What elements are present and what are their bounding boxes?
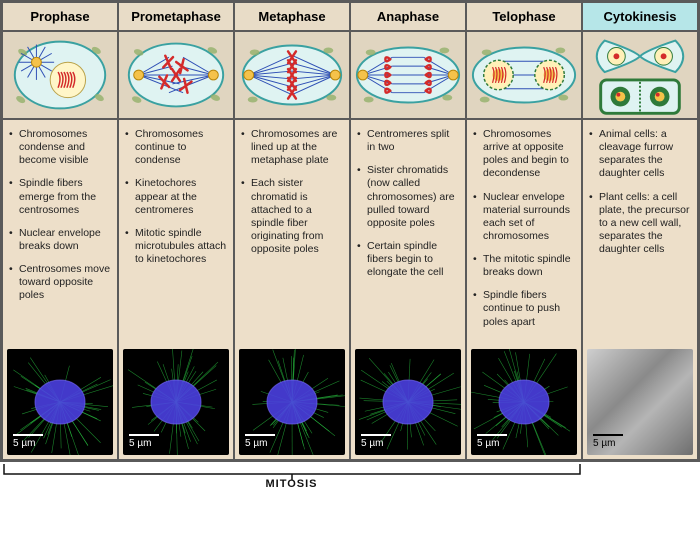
phase-desc-anaphase: Centromeres split in two Sister chromatid… xyxy=(351,120,467,345)
phase-bullet: Sister chromatids (now called chromosome… xyxy=(357,164,459,230)
phase-bullet: Nuclear envelope material surrounds each… xyxy=(473,191,575,244)
phase-bullet: Chromosomes are lined up at the metaphas… xyxy=(241,128,343,167)
phase-micrograph-prometaphase: 5 µm xyxy=(119,345,235,459)
mitosis-label: MITOSIS xyxy=(0,478,583,490)
phase-bullet: Spindle fibers emerge from the centrosom… xyxy=(9,177,111,216)
phase-header-prophase: Prophase xyxy=(3,3,119,30)
phase-diagram-cytokinesis xyxy=(583,32,697,118)
description-row: Chromosomes condense and become visible S… xyxy=(3,120,697,345)
phase-bullet: Each sister chromatid is attached to a s… xyxy=(241,177,343,256)
phase-header-prometaphase: Prometaphase xyxy=(119,3,235,30)
phase-micrograph-cytokinesis: 5 µm xyxy=(583,345,697,459)
phase-diagram-metaphase xyxy=(235,32,351,118)
phase-bullet: Chromosomes arrive at opposite poles and… xyxy=(473,128,575,181)
phase-bullet: Chromosomes condense and become visible xyxy=(9,128,111,167)
scalebar: 5 µm xyxy=(593,434,623,449)
phase-bullet: Chromosomes continue to condense xyxy=(125,128,227,167)
phase-header-anaphase: Anaphase xyxy=(351,3,467,30)
phase-header-cytokinesis: Cytokinesis xyxy=(583,3,697,30)
scalebar: 5 µm xyxy=(13,434,43,449)
phase-bullet: Mitotic spindle microtubules attach to k… xyxy=(125,227,227,266)
phase-diagram-anaphase xyxy=(351,32,467,118)
phase-bullet: Animal cells: a cleavage furrow separate… xyxy=(589,128,691,181)
phase-desc-prometaphase: Chromosomes continue to condense Kinetoch… xyxy=(119,120,235,345)
phase-bullet: The mitotic spindle breaks down xyxy=(473,253,575,279)
phase-diagram-prophase xyxy=(3,32,119,118)
phase-desc-telophase: Chromosomes arrive at opposite poles and… xyxy=(467,120,583,345)
phase-micrograph-metaphase: 5 µm xyxy=(235,345,351,459)
header-row: ProphasePrometaphaseMetaphaseAnaphaseTel… xyxy=(3,3,697,32)
phase-header-telophase: Telophase xyxy=(467,3,583,30)
micrograph-row: 5 µm 5 µm 5 µm 5 µm 5 µm 5 µm xyxy=(3,345,697,459)
mitosis-table: ProphasePrometaphaseMetaphaseAnaphaseTel… xyxy=(0,0,700,462)
scalebar: 5 µm xyxy=(245,434,275,449)
diagram-row xyxy=(3,32,697,120)
phase-bullet: Kinetochores appear at the centromeres xyxy=(125,177,227,216)
phase-bullet: Certain spindle fibers begin to elongate… xyxy=(357,240,459,279)
phase-bullet: Nuclear envelope breaks down xyxy=(9,227,111,253)
phase-desc-prophase: Chromosomes condense and become visible S… xyxy=(3,120,119,345)
phase-header-metaphase: Metaphase xyxy=(235,3,351,30)
phase-bullet: Centrosomes move toward opposite poles xyxy=(9,263,111,302)
phase-bullet: Plant cells: a cell plate, the precursor… xyxy=(589,191,691,257)
phase-micrograph-prophase: 5 µm xyxy=(3,345,119,459)
phase-diagram-telophase xyxy=(467,32,583,118)
phase-micrograph-telophase: 5 µm xyxy=(467,345,583,459)
phase-bullet: Centromeres split in two xyxy=(357,128,459,154)
phase-desc-cytokinesis: Animal cells: a cleavage furrow separate… xyxy=(583,120,697,345)
phase-bullet: Spindle fibers continue to push poles ap… xyxy=(473,289,575,328)
phase-micrograph-anaphase: 5 µm xyxy=(351,345,467,459)
phase-diagram-prometaphase xyxy=(119,32,235,118)
phase-desc-metaphase: Chromosomes are lined up at the metaphas… xyxy=(235,120,351,345)
scalebar: 5 µm xyxy=(361,434,391,449)
scalebar: 5 µm xyxy=(129,434,159,449)
scalebar: 5 µm xyxy=(477,434,507,449)
mitosis-bracket: MITOSIS xyxy=(0,462,700,498)
